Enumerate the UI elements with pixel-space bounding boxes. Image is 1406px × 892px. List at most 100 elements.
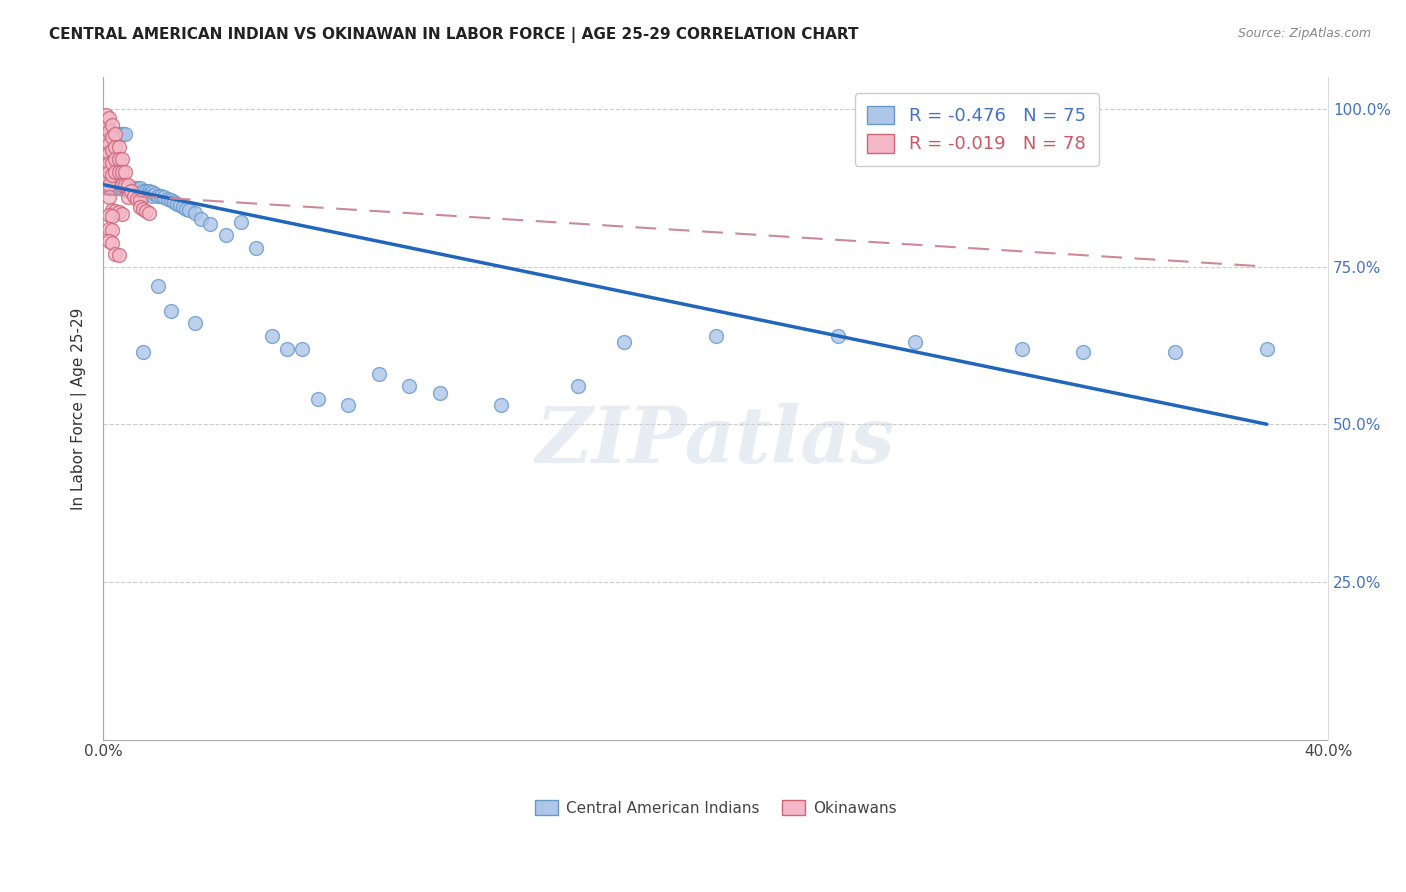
Point — [107, 127, 129, 141]
Point — [98, 165, 121, 179]
Point — [159, 194, 181, 208]
Point — [166, 196, 188, 211]
Point — [98, 155, 121, 169]
Point — [104, 165, 127, 179]
Point — [491, 398, 513, 412]
Point — [101, 127, 124, 141]
Point — [98, 112, 121, 126]
Point — [101, 209, 124, 223]
Point — [367, 367, 389, 381]
Point — [122, 184, 145, 198]
Point — [398, 379, 420, 393]
Text: CENTRAL AMERICAN INDIAN VS OKINAWAN IN LABOR FORCE | AGE 25-29 CORRELATION CHART: CENTRAL AMERICAN INDIAN VS OKINAWAN IN L… — [49, 27, 859, 43]
Point — [110, 178, 132, 192]
Point — [129, 181, 152, 195]
Point — [122, 181, 145, 195]
Point — [96, 127, 118, 141]
Point — [163, 195, 186, 210]
Point — [104, 153, 127, 167]
Point — [98, 208, 121, 222]
Point — [1256, 342, 1278, 356]
Point — [135, 184, 157, 198]
Point — [132, 344, 155, 359]
Point — [120, 181, 142, 195]
Point — [101, 223, 124, 237]
Point — [150, 189, 173, 203]
Point — [190, 212, 212, 227]
Point — [1011, 342, 1033, 356]
Point — [141, 185, 163, 199]
Point — [98, 181, 121, 195]
Point — [110, 207, 132, 221]
Point — [96, 159, 118, 173]
Point — [215, 228, 238, 243]
Point — [138, 206, 160, 220]
Point — [122, 189, 145, 203]
Point — [138, 184, 160, 198]
Point — [1071, 344, 1094, 359]
Point — [98, 120, 121, 135]
Text: ZIPatlas: ZIPatlas — [536, 403, 896, 480]
Point — [114, 181, 136, 195]
Point — [132, 202, 155, 216]
Point — [98, 136, 121, 151]
Point — [104, 140, 127, 154]
Point — [101, 118, 124, 132]
Point — [184, 317, 207, 331]
Point — [129, 200, 152, 214]
Point — [613, 335, 636, 350]
Point — [98, 178, 121, 192]
Point — [260, 329, 283, 343]
Point — [141, 189, 163, 203]
Point — [101, 235, 124, 250]
Point — [704, 329, 727, 343]
Point — [148, 278, 170, 293]
Point — [153, 190, 176, 204]
Point — [184, 206, 207, 220]
Point — [110, 165, 132, 179]
Point — [107, 181, 129, 195]
Point — [125, 192, 148, 206]
Point — [96, 146, 118, 161]
Point — [337, 398, 360, 412]
Point — [291, 342, 314, 356]
Point — [101, 143, 124, 157]
Point — [98, 127, 121, 141]
Point — [120, 184, 142, 198]
Point — [114, 178, 136, 192]
Point — [148, 189, 170, 203]
Point — [98, 146, 121, 161]
Point — [98, 221, 121, 235]
Point — [98, 235, 121, 249]
Point — [117, 181, 139, 195]
Point — [117, 184, 139, 198]
Point — [104, 127, 127, 141]
Point — [904, 335, 927, 350]
Point — [117, 178, 139, 192]
Point — [129, 194, 152, 208]
Point — [96, 134, 118, 148]
Point — [98, 124, 121, 138]
Point — [96, 120, 118, 135]
Point — [567, 379, 589, 393]
Point — [101, 202, 124, 217]
Point — [98, 190, 121, 204]
Point — [177, 202, 200, 217]
Point — [429, 385, 451, 400]
Point — [174, 202, 197, 216]
Point — [101, 127, 124, 141]
Point — [132, 184, 155, 198]
Legend: Central American Indians, Okinawans: Central American Indians, Okinawans — [529, 794, 903, 822]
Point — [245, 241, 267, 255]
Point — [307, 392, 329, 406]
Point — [96, 124, 118, 138]
Point — [104, 247, 127, 261]
Point — [101, 178, 124, 192]
Point — [200, 217, 222, 231]
Point — [135, 204, 157, 219]
Point — [104, 204, 127, 219]
Point — [114, 127, 136, 141]
Point — [110, 181, 132, 195]
Y-axis label: In Labor Force | Age 25-29: In Labor Force | Age 25-29 — [72, 308, 87, 509]
Point — [101, 181, 124, 195]
